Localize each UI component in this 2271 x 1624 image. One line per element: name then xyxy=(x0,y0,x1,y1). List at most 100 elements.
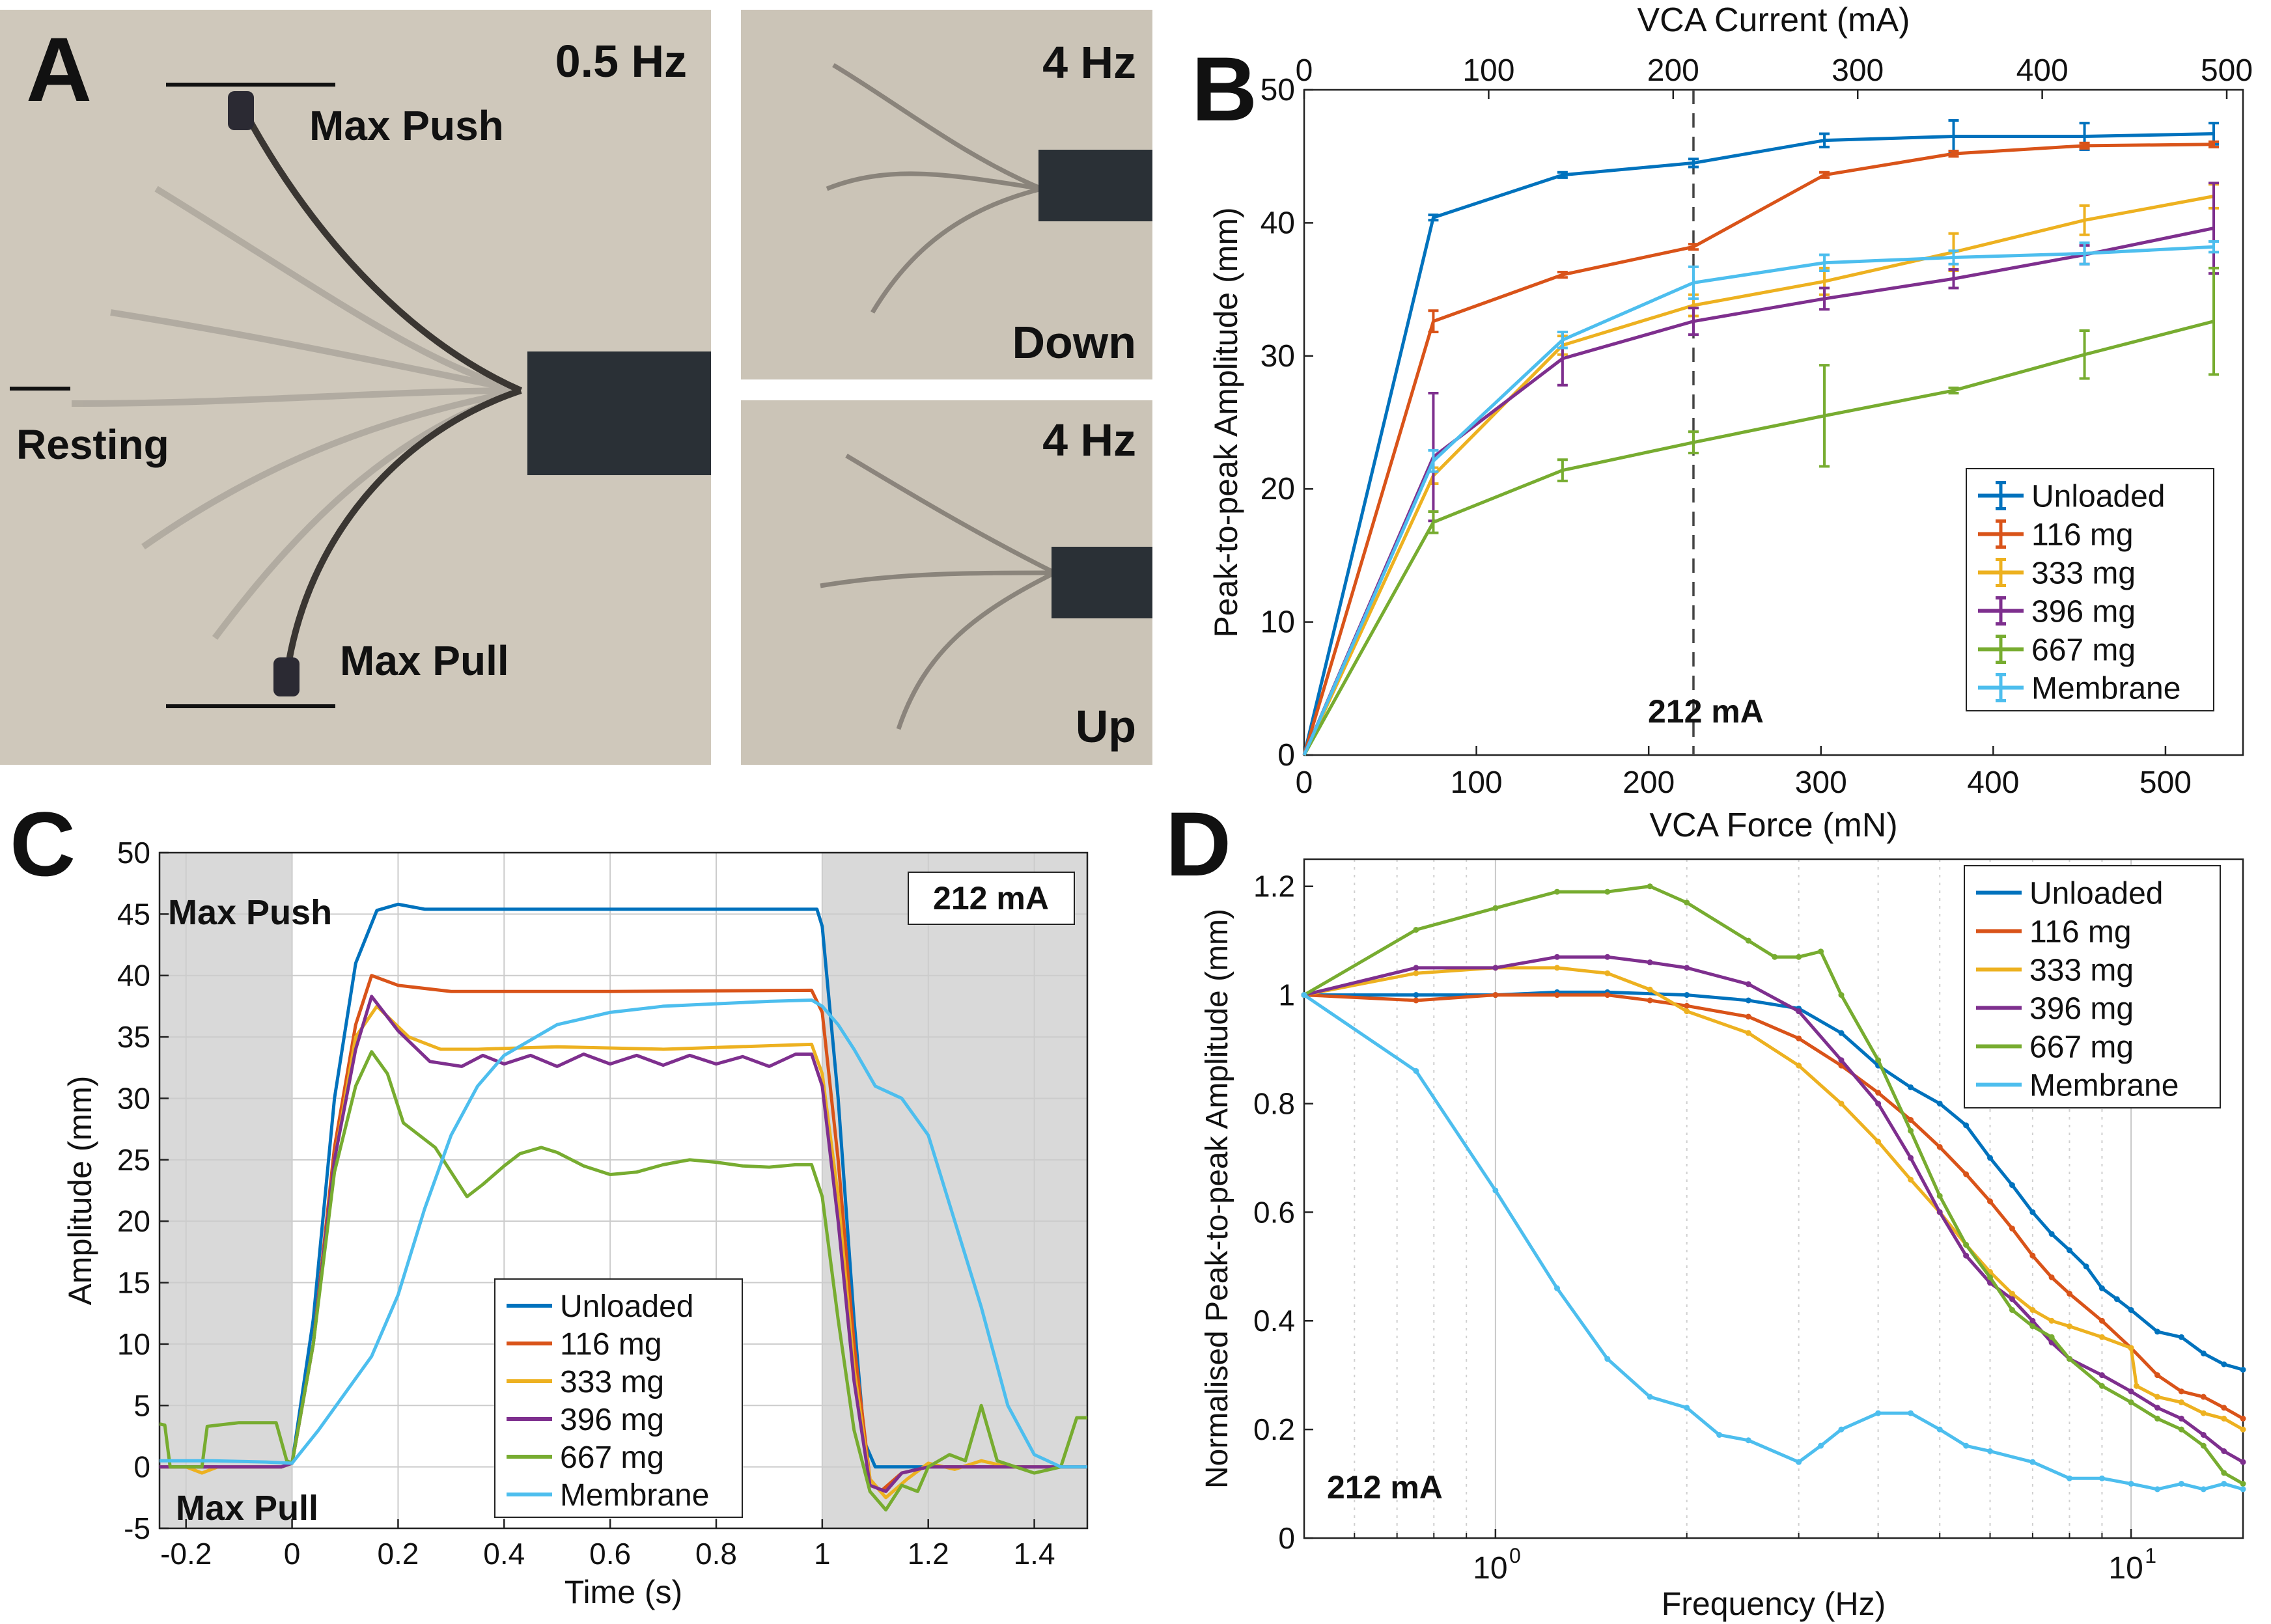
d-series-marker xyxy=(1745,1030,1751,1036)
d-series-marker xyxy=(2240,1481,2246,1487)
d-legend-label: 396 mg xyxy=(2029,991,2134,1026)
max-push-label: Max Push xyxy=(309,102,504,149)
d-series-marker xyxy=(2009,1291,2015,1297)
d-series-marker xyxy=(2221,1481,2227,1487)
b-x-tick-label: 500 xyxy=(2139,765,2192,800)
d-series-marker xyxy=(1875,1138,1882,1145)
d-series-marker xyxy=(1716,1431,1723,1438)
d-series-marker xyxy=(2029,1323,2036,1330)
d-series-marker xyxy=(2178,1399,2184,1405)
d-series-marker xyxy=(1772,954,1778,960)
d-series-marker xyxy=(2133,1383,2139,1389)
d-series-marker xyxy=(1908,1127,1914,1134)
d-series-marker xyxy=(1604,954,1611,960)
c-legend-label: Membrane xyxy=(560,1478,709,1513)
d-series-marker xyxy=(1604,888,1611,895)
d-series-marker xyxy=(1413,992,1419,998)
d-series-marker xyxy=(2029,1209,2036,1215)
d-series-marker xyxy=(1987,1448,1994,1454)
panel-c-chart: C -0.2 0 0.2 0.4 0.6 0.8 1 1.2 1.4 -5 0 5 10 15 20 25 30… xyxy=(10,793,1089,1610)
d-series-marker xyxy=(2048,1231,2055,1237)
c-max-push-label: Max Push xyxy=(168,893,332,932)
d-series-marker xyxy=(2066,1356,2072,1362)
d-series-marker xyxy=(2221,1405,2227,1411)
d-series-marker xyxy=(1684,992,1690,998)
d-plot-frame xyxy=(1303,858,2244,1539)
resting-label: Resting xyxy=(16,421,169,468)
c-y-tick-label: 50 xyxy=(117,836,150,870)
b-x-tick-label: 0 xyxy=(1296,765,1313,800)
d-series-marker xyxy=(1647,997,1653,1004)
b-y-tick-label: 50 xyxy=(1261,73,1295,107)
d-series-marker xyxy=(1908,1117,1914,1123)
d-series-marker xyxy=(1838,1426,1845,1433)
c-y-tick-label: 15 xyxy=(117,1266,150,1300)
c-y-tick-label: 25 xyxy=(117,1143,150,1177)
d-series-marker xyxy=(1553,965,1560,971)
d-series-marker xyxy=(2154,1486,2161,1493)
c-y-tick-label: 0 xyxy=(133,1450,150,1484)
d-series-marker xyxy=(1745,981,1751,987)
down-direction-label: Down xyxy=(1012,317,1136,368)
d-series-marker xyxy=(1553,992,1560,998)
c-y-tick-label: 5 xyxy=(133,1388,150,1422)
d-series-marker xyxy=(1553,954,1560,960)
d-series-marker xyxy=(2009,1307,2015,1314)
d-x-tick-exponent: 1 xyxy=(2145,1544,2156,1567)
fin-max-positions xyxy=(238,102,523,678)
b-series-line xyxy=(1302,131,2214,756)
d-series-marker xyxy=(1796,1062,1802,1069)
c-series-line xyxy=(159,1050,1087,1512)
b-legend-box xyxy=(1966,468,2214,711)
d-legend-label: 116 mg xyxy=(2029,915,2132,949)
d-series-marker xyxy=(1553,888,1560,895)
d-y-tick-label: 0.6 xyxy=(1253,1195,1295,1229)
b-top-tick-label: 300 xyxy=(1832,53,1884,88)
d-series-marker xyxy=(1963,1122,1970,1129)
panel-letter-d: D xyxy=(1165,793,1231,895)
b-x-tick-label: 100 xyxy=(1451,765,1503,800)
d-series-marker xyxy=(1492,965,1499,971)
d-series-marker xyxy=(2048,1317,2055,1324)
d-series-marker xyxy=(2154,1415,2161,1422)
d-series-marker xyxy=(1987,1155,1994,1161)
up-fin-ghosts xyxy=(820,453,1056,730)
c-x-axis-label: Time (s) xyxy=(564,1574,682,1610)
d-series-marker xyxy=(2221,1415,2227,1422)
d-series-marker xyxy=(1745,997,1751,1004)
d-series-marker xyxy=(2178,1388,2184,1395)
d-series-marker xyxy=(1604,992,1611,998)
d-series-marker xyxy=(2098,1372,2105,1379)
b-series-line xyxy=(1302,143,2214,756)
d-series-marker xyxy=(1492,992,1499,998)
d-series-line xyxy=(1303,955,2244,1464)
d-y-tick-label: 1.2 xyxy=(1253,870,1295,903)
d-series-marker xyxy=(2098,1383,2105,1389)
c-legend-label: Unloaded xyxy=(560,1289,694,1324)
b-top-axis-label: VCA Current (mA) xyxy=(1637,1,1910,39)
d-series-marker xyxy=(2048,1274,2055,1280)
d-series-marker xyxy=(1936,1426,1943,1433)
d-series-marker xyxy=(2154,1328,2161,1335)
d-x-tick-label: 10 xyxy=(2108,1551,2143,1586)
d-series-marker xyxy=(2178,1481,2184,1487)
b-top-tick-label: 200 xyxy=(1647,53,1699,88)
d-series-marker xyxy=(2029,1252,2036,1259)
d-series-marker xyxy=(1301,992,1307,998)
d-series-marker xyxy=(2200,1442,2207,1449)
d-legend-label: Membrane xyxy=(2029,1068,2179,1103)
b-top-tick-label: 100 xyxy=(1462,53,1514,88)
d-series-marker xyxy=(1413,1067,1419,1074)
d-series-marker xyxy=(1908,1155,1914,1161)
c-y-tick-label: 40 xyxy=(117,959,150,993)
panel-letter-b: B xyxy=(1191,38,1257,140)
d-series-marker xyxy=(1838,992,1845,998)
d-series-marker xyxy=(2066,1291,2072,1297)
d-y-tick-label: 1 xyxy=(1278,978,1295,1012)
b-legend-label: Membrane xyxy=(2031,671,2180,706)
d-series-marker xyxy=(1413,965,1419,971)
d-series-marker xyxy=(2098,1285,2105,1291)
d-series-marker xyxy=(2240,1366,2246,1373)
